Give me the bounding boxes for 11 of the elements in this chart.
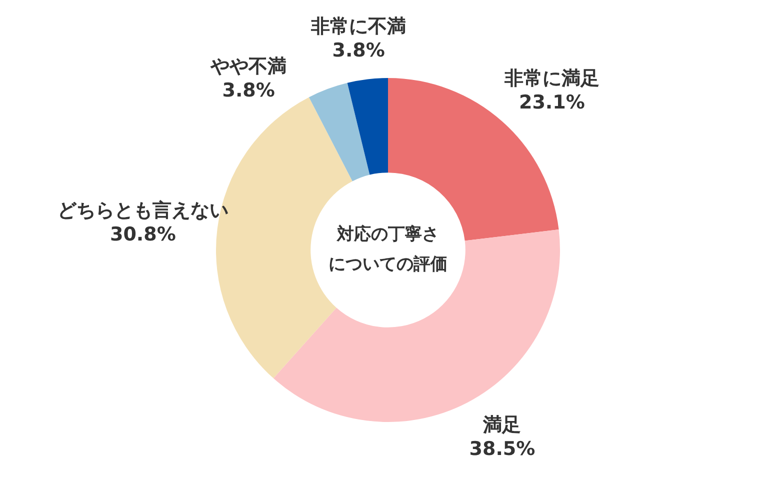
- slice-label: 非常に不満: [310, 15, 406, 38]
- slice-label: 満足: [482, 414, 522, 436]
- slice-label: 非常に満足: [503, 67, 600, 90]
- data-label: 3.8%: [332, 39, 385, 62]
- data-label: 30.8%: [110, 223, 176, 246]
- text: 対応の丁寧さについての評価: [328, 224, 448, 274]
- slice-label: どちらとも言えない: [57, 199, 228, 222]
- slice-label: やや不満: [210, 55, 287, 78]
- data-label: 38.5%: [469, 438, 536, 460]
- data-label: 23.1%: [518, 91, 585, 114]
- data-label: 3.8%: [222, 79, 275, 102]
